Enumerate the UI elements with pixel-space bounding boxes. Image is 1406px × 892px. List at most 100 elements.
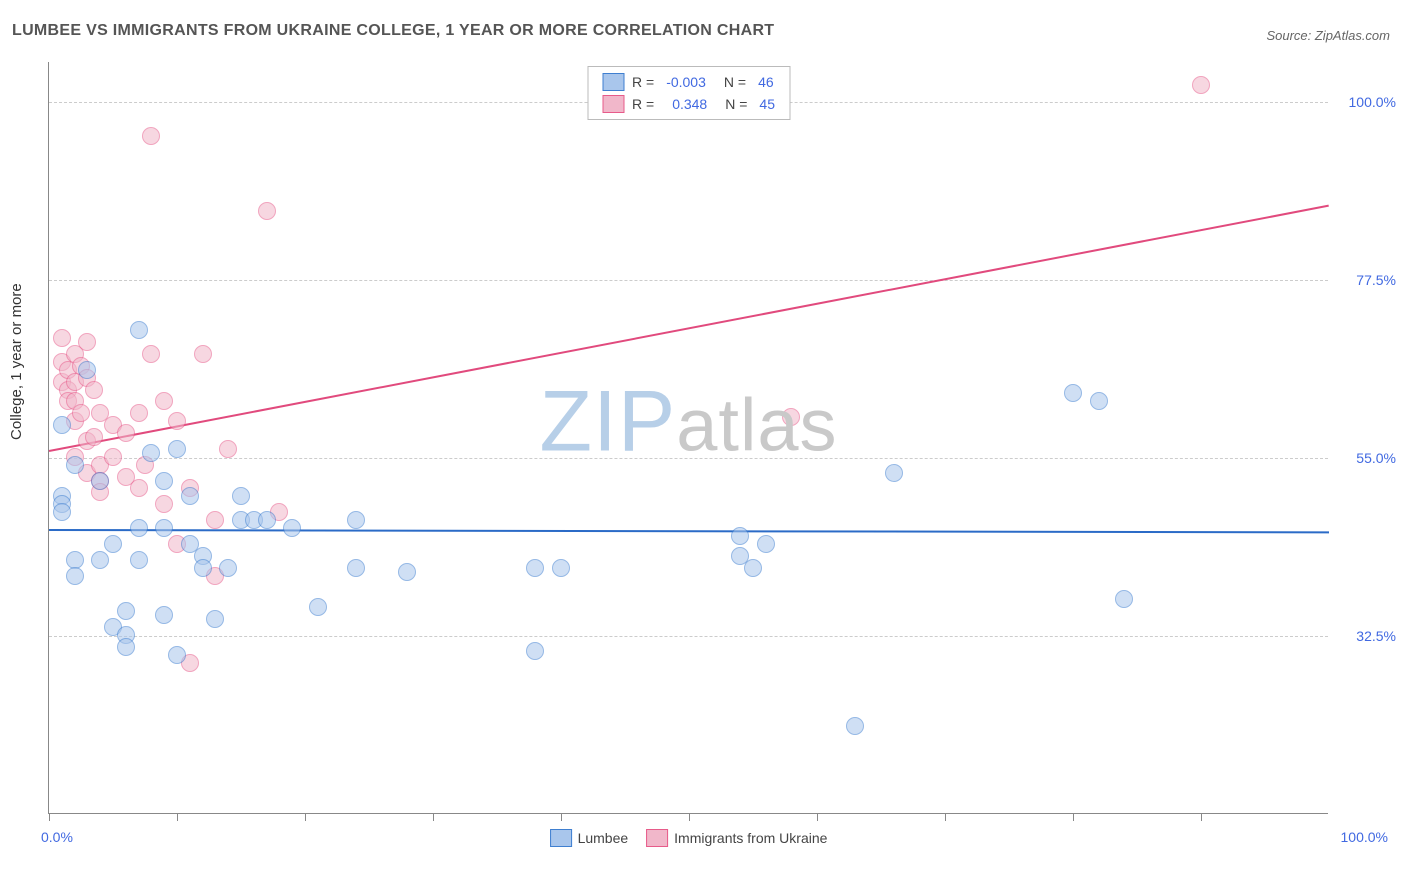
data-point: [283, 519, 301, 537]
legend-r-label: R =: [632, 96, 654, 112]
x-tick: [945, 813, 946, 821]
y-tick-label: 55.0%: [1356, 450, 1396, 466]
legend-row-ukraine: R = 0.348 N = 45: [602, 93, 775, 115]
data-point: [309, 598, 327, 616]
x-axis-max-label: 100.0%: [1341, 829, 1388, 845]
legend-row-lumbee: R = -0.003 N = 46: [602, 71, 775, 93]
data-point: [104, 535, 122, 553]
x-tick: [1201, 813, 1202, 821]
data-point: [526, 642, 544, 660]
data-point: [91, 551, 109, 569]
data-point: [347, 511, 365, 529]
data-point: [53, 416, 71, 434]
data-point: [1192, 76, 1210, 94]
y-tick-label: 77.5%: [1356, 272, 1396, 288]
data-point: [130, 321, 148, 339]
data-point: [142, 345, 160, 363]
y-axis-label: College, 1 year or more: [8, 283, 25, 440]
data-point: [85, 381, 103, 399]
data-point: [66, 456, 84, 474]
swatch-ukraine: [646, 829, 668, 847]
watermark-zip: ZIP: [539, 374, 676, 470]
data-point: [168, 440, 186, 458]
data-point: [155, 472, 173, 490]
data-point: [53, 329, 71, 347]
legend-item-lumbee: Lumbee: [550, 829, 629, 847]
data-point: [130, 519, 148, 537]
chart-title: LUMBEE VS IMMIGRANTS FROM UKRAINE COLLEG…: [12, 22, 774, 40]
data-point: [1090, 392, 1108, 410]
data-point: [552, 559, 570, 577]
x-tick: [177, 813, 178, 821]
data-point: [85, 428, 103, 446]
data-point: [526, 559, 544, 577]
x-tick: [561, 813, 562, 821]
x-tick: [1073, 813, 1074, 821]
data-point: [91, 472, 109, 490]
series-legend: Lumbee Immigrants from Ukraine: [550, 829, 828, 847]
legend-label-lumbee: Lumbee: [578, 830, 629, 846]
data-point: [846, 717, 864, 735]
x-tick: [305, 813, 306, 821]
data-point: [194, 559, 212, 577]
data-point: [155, 519, 173, 537]
data-point: [782, 408, 800, 426]
x-tick: [817, 813, 818, 821]
gridline: [49, 280, 1328, 281]
y-tick-label: 32.5%: [1356, 628, 1396, 644]
swatch-ukraine: [602, 95, 624, 113]
legend-r-label: R =: [632, 74, 654, 90]
data-point: [258, 511, 276, 529]
data-point: [219, 440, 237, 458]
legend-n-label: N =: [715, 96, 747, 112]
data-point: [117, 638, 135, 656]
source-prefix: Source:: [1266, 28, 1314, 43]
data-point: [117, 602, 135, 620]
data-point: [78, 333, 96, 351]
data-point: [206, 511, 224, 529]
data-point: [78, 361, 96, 379]
data-point: [219, 559, 237, 577]
data-point: [398, 563, 416, 581]
trend-line: [49, 204, 1329, 451]
x-tick: [49, 813, 50, 821]
watermark-atlas: atlas: [676, 384, 837, 467]
data-point: [66, 567, 84, 585]
data-point: [885, 464, 903, 482]
data-point: [155, 392, 173, 410]
y-tick-label: 100.0%: [1349, 94, 1396, 110]
legend-n-ukraine: 45: [755, 96, 775, 112]
data-point: [731, 527, 749, 545]
data-point: [155, 495, 173, 513]
data-point: [130, 551, 148, 569]
source-name: ZipAtlas.com: [1315, 28, 1390, 43]
swatch-lumbee: [602, 73, 624, 91]
data-point: [53, 503, 71, 521]
data-point: [232, 487, 250, 505]
data-point: [744, 559, 762, 577]
legend-item-ukraine: Immigrants from Ukraine: [646, 829, 827, 847]
data-point: [130, 479, 148, 497]
gridline: [49, 636, 1328, 637]
data-point: [130, 404, 148, 422]
data-point: [142, 444, 160, 462]
data-point: [142, 127, 160, 145]
source-attribution: Source: ZipAtlas.com: [1266, 28, 1390, 43]
data-point: [194, 345, 212, 363]
data-point: [117, 424, 135, 442]
data-point: [155, 606, 173, 624]
gridline: [49, 458, 1328, 459]
correlation-legend: R = -0.003 N = 46 R = 0.348 N = 45: [587, 66, 790, 120]
swatch-lumbee: [550, 829, 572, 847]
plot-area: ZIPatlas R = -0.003 N = 46 R = 0.348 N =…: [48, 62, 1328, 814]
data-point: [757, 535, 775, 553]
data-point: [104, 448, 122, 466]
legend-r-ukraine: 0.348: [662, 96, 707, 112]
data-point: [347, 559, 365, 577]
data-point: [72, 404, 90, 422]
data-point: [168, 412, 186, 430]
data-point: [258, 202, 276, 220]
x-axis-min-label: 0.0%: [41, 829, 73, 845]
legend-n-lumbee: 46: [754, 74, 774, 90]
data-point: [1115, 590, 1133, 608]
